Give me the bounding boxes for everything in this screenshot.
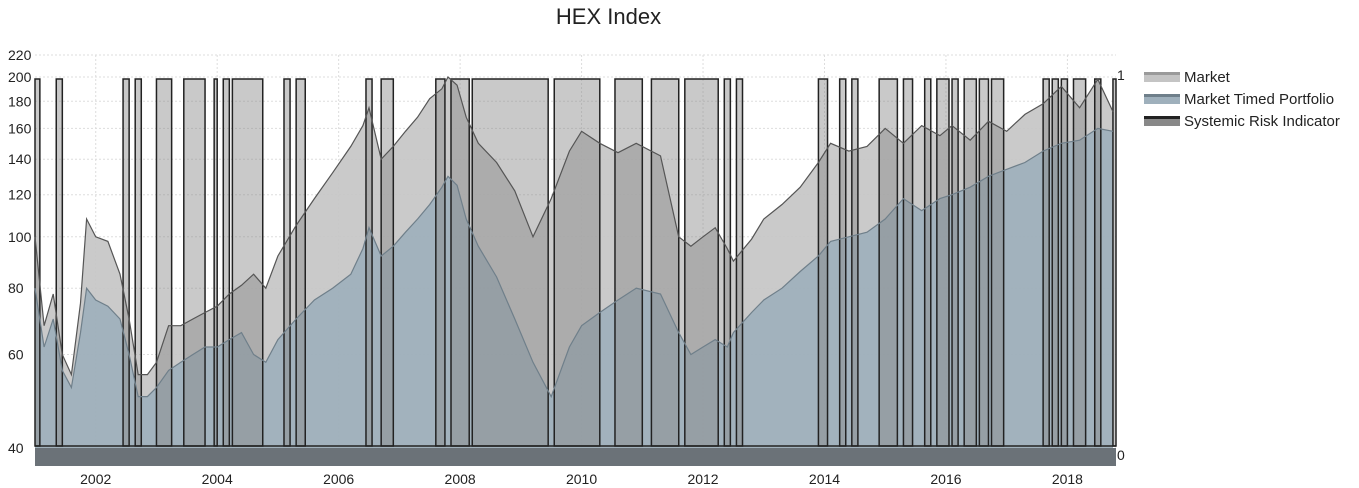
risk-indicator-bar (183, 78, 206, 447)
risk-indicator-bar (222, 78, 231, 447)
market-line (34, 76, 1114, 377)
risk-indicator-bar (614, 78, 644, 447)
x-tick-label: 2018 (1052, 471, 1083, 487)
risk-indicator-bar (735, 78, 744, 447)
legend-swatch-risk (1144, 116, 1180, 126)
x-tick-label: 2004 (202, 471, 233, 487)
risk-indicator-bar (902, 78, 914, 447)
y-tick-label: 80 (8, 280, 24, 296)
risk-indicator-bar (723, 78, 732, 447)
risk-indicator-bar (55, 78, 64, 447)
risk-indicator-bar (471, 78, 549, 447)
risk-indicator-bar (450, 78, 470, 447)
risk-indicator-bar (435, 78, 446, 447)
legend: Market Market Timed Portfolio Systemic R… (1144, 66, 1340, 132)
legend-item-timed: Market Timed Portfolio (1144, 88, 1340, 110)
risk-indicator-bar (231, 78, 264, 447)
systemic-risk-layer (34, 78, 1117, 447)
y-tick-label: 100 (8, 229, 32, 245)
risk-indicator-bar (838, 78, 847, 447)
baseline-band (35, 448, 1116, 466)
x-tick-label: 2010 (566, 471, 597, 487)
risk-indicator-bar (1072, 78, 1087, 447)
risk-indicator-bar (990, 78, 1005, 447)
risk-indicator-bar (1093, 78, 1102, 447)
y-tick-label: 40 (8, 440, 24, 456)
legend-label-market: Market (1184, 68, 1230, 86)
timed-portfolio-line (34, 127, 1114, 399)
legend-item-market: Market (1144, 66, 1340, 88)
risk-indicator-bar (1042, 78, 1050, 447)
legend-swatch-timed (1144, 94, 1180, 104)
risk-indicator-bar (951, 78, 959, 447)
secondary-tick-label: 1 (1117, 67, 1125, 83)
risk-indicator-bar (122, 78, 130, 447)
y-tick-label: 140 (8, 151, 32, 167)
risk-indicator-bar (817, 78, 829, 447)
risk-indicator-bar (936, 78, 950, 447)
risk-indicator-bar (963, 78, 978, 447)
risk-indicator-bar (553, 78, 601, 447)
x-tick-label: 2006 (323, 471, 354, 487)
risk-indicator-bar (1051, 78, 1060, 447)
risk-indicator-bar (851, 78, 859, 447)
y-tick-label: 200 (8, 69, 32, 85)
x-tick-label: 2012 (687, 471, 718, 487)
risk-indicator-bar (155, 78, 173, 447)
y-tick-label: 160 (8, 120, 32, 136)
y-tick-label: 120 (8, 187, 32, 203)
legend-label-risk: Systemic Risk Indicator (1184, 112, 1340, 130)
chart-title: HEX Index (555, 4, 662, 29)
risk-indicator-bar (684, 78, 719, 447)
risk-indicator-bar (365, 78, 373, 447)
risk-indicator-bar (213, 78, 218, 447)
risk-indicator-bar (1112, 78, 1117, 447)
risk-indicator-bar (878, 78, 899, 447)
secondary-tick-label: 0 (1117, 447, 1125, 463)
risk-indicator-bar (380, 78, 395, 447)
x-tick-label: 2016 (930, 471, 961, 487)
risk-indicator-bar (295, 78, 306, 447)
y-tick-label: 60 (8, 347, 24, 363)
risk-indicator-bar (1060, 78, 1069, 447)
y-tick-label: 220 (8, 47, 32, 63)
risk-indicator-bar (283, 78, 291, 447)
y-tick-label: 180 (8, 93, 32, 109)
legend-item-risk: Systemic Risk Indicator (1144, 110, 1340, 132)
risk-indicator-bar (650, 78, 680, 447)
risk-indicator-bar (978, 78, 990, 447)
x-tick-label: 2002 (80, 471, 111, 487)
risk-indicator-bar (134, 78, 143, 447)
series-lines (34, 76, 1114, 399)
x-tick-label: 2014 (809, 471, 840, 487)
legend-label-timed: Market Timed Portfolio (1184, 90, 1335, 108)
legend-swatch-market (1144, 72, 1180, 82)
risk-indicator-bar (923, 78, 932, 447)
x-tick-label: 2008 (445, 471, 476, 487)
